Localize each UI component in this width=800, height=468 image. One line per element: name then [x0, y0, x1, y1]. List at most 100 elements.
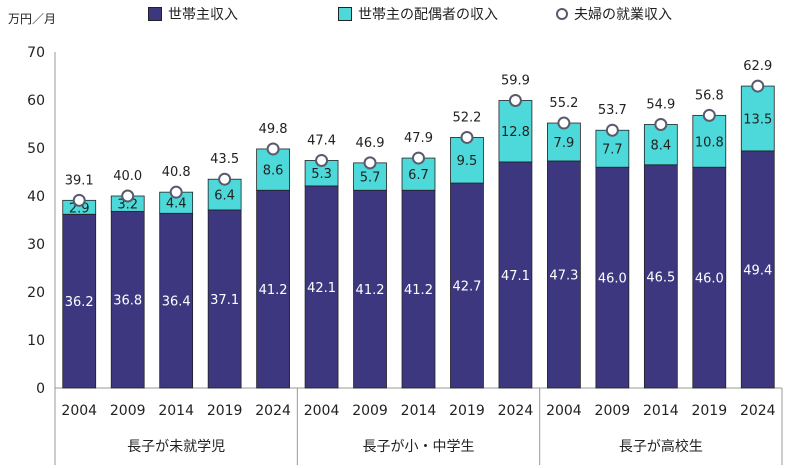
- group-label: 長子が高校生: [619, 438, 703, 455]
- bar-householder-income: [110, 210, 145, 389]
- x-tick-label: 2009: [595, 403, 631, 419]
- y-tick-label: 30: [27, 237, 45, 253]
- data-label-spouse: 9.5: [457, 154, 478, 169]
- data-label-householder: 41.2: [356, 283, 385, 298]
- bar-spouse-income: [643, 124, 678, 166]
- data-label-householder: 47.1: [501, 269, 530, 284]
- bar-householder-income: [353, 189, 387, 389]
- data-label-spouse: 10.8: [695, 135, 724, 150]
- total-marker: [266, 142, 280, 156]
- data-label-householder: 36.4: [162, 295, 191, 310]
- x-tick-label: 2014: [643, 403, 679, 419]
- data-label-total: 62.9: [743, 59, 772, 74]
- bar-householder-income: [256, 189, 290, 389]
- total-marker: [169, 185, 183, 199]
- data-label-total: 39.1: [65, 173, 94, 188]
- total-marker: [363, 156, 377, 170]
- bar-spouse-income: [450, 137, 484, 184]
- data-label-householder: 49.4: [743, 263, 772, 278]
- data-label-householder: 36.2: [65, 295, 94, 310]
- legend-swatch-householder: [148, 7, 162, 21]
- total-marker: [557, 116, 571, 130]
- data-label-total: 40.0: [113, 169, 142, 184]
- data-label-total: 54.9: [646, 97, 675, 112]
- bar-householder-income: [740, 150, 775, 389]
- y-tick-label: 0: [36, 381, 45, 397]
- data-label-total: 52.2: [452, 110, 481, 125]
- data-label-total: 53.7: [598, 103, 627, 118]
- bar-householder-income: [304, 185, 339, 389]
- bar-householder-income: [207, 209, 242, 389]
- data-label-total: 59.9: [501, 73, 530, 88]
- data-label-total: 47.9: [404, 131, 433, 146]
- total-marker: [751, 79, 765, 93]
- x-tick-label: 2014: [401, 403, 437, 419]
- data-label-householder: 47.3: [549, 268, 578, 283]
- legend-label-couple: 夫婦の就業収入: [574, 7, 672, 23]
- legend-swatch-spouse: [338, 7, 352, 21]
- data-label-spouse: 7.9: [554, 136, 575, 151]
- group-label: 長子が小・中学生: [363, 439, 475, 455]
- bar-householder-income: [450, 182, 484, 389]
- x-tick-label: 2009: [110, 403, 146, 419]
- data-label-householder: 37.1: [210, 293, 239, 308]
- data-label-spouse: 6.7: [408, 168, 429, 183]
- y-tick-label: 60: [27, 93, 45, 109]
- data-label-total: 43.5: [210, 152, 239, 167]
- data-label-spouse: 2.9: [69, 201, 90, 216]
- x-tick-label: 2019: [449, 403, 485, 419]
- y-axis-unit-label: 万円／月: [8, 12, 57, 26]
- x-tick-label: 2014: [158, 403, 194, 419]
- group-label: 長子が未就学児: [127, 439, 225, 455]
- bar-spouse-income: [256, 148, 290, 191]
- legend-label-spouse: 世帯主の配偶者の収入: [358, 7, 498, 23]
- data-label-spouse: 7.7: [602, 143, 623, 158]
- bar-householder-income: [498, 161, 533, 389]
- x-tick-label: 2004: [546, 403, 582, 419]
- x-tick-label: 2004: [304, 403, 340, 419]
- bar-householder-income: [159, 212, 194, 389]
- total-marker: [605, 123, 619, 137]
- data-label-total: 40.8: [162, 165, 191, 180]
- data-label-total: 55.2: [549, 96, 578, 111]
- total-marker: [412, 151, 425, 165]
- legend-item-spouse-income: 世帯主の配偶者の収入: [338, 4, 498, 24]
- data-label-spouse: 4.4: [166, 197, 187, 212]
- bar-householder-income: [692, 166, 727, 389]
- legend-marker-couple: [556, 8, 568, 20]
- total-marker: [121, 189, 135, 203]
- y-tick-label: 40: [27, 189, 45, 205]
- data-label-householder: 46.0: [695, 272, 724, 287]
- data-label-spouse: 5.7: [360, 171, 381, 186]
- x-tick-label: 2004: [61, 403, 97, 419]
- data-label-total: 47.4: [307, 133, 336, 148]
- legend-item-couple-income: 夫婦の就業収入: [556, 4, 672, 24]
- total-marker: [460, 130, 474, 144]
- data-label-spouse: 12.8: [501, 125, 530, 140]
- data-label-householder: 36.8: [113, 294, 142, 309]
- y-tick-label: 20: [27, 285, 45, 301]
- data-label-householder: 42.7: [452, 280, 481, 295]
- bar-spouse-income: [498, 100, 533, 163]
- data-label-spouse: 3.2: [117, 198, 138, 213]
- data-label-spouse: 6.4: [214, 189, 235, 204]
- bar-householder-income: [62, 213, 97, 389]
- total-marker: [218, 172, 232, 186]
- y-tick-label: 70: [27, 45, 45, 61]
- data-label-total: 46.9: [356, 136, 385, 151]
- legend-item-householder-income: 世帯主収入: [148, 4, 238, 24]
- total-marker: [702, 108, 716, 122]
- data-label-spouse: 8.4: [650, 139, 671, 154]
- data-label-total: 49.8: [259, 122, 288, 137]
- data-label-spouse: 13.5: [743, 112, 772, 127]
- x-tick-label: 2019: [691, 403, 727, 419]
- data-label-householder: 41.2: [404, 283, 433, 298]
- legend-label-householder: 世帯主収入: [168, 7, 238, 23]
- x-tick-label: 2009: [352, 403, 388, 419]
- data-label-spouse: 5.3: [311, 167, 332, 182]
- x-tick-label: 2019: [207, 403, 243, 419]
- total-marker: [72, 193, 86, 207]
- data-label-householder: 46.5: [646, 270, 675, 285]
- total-marker: [654, 117, 668, 131]
